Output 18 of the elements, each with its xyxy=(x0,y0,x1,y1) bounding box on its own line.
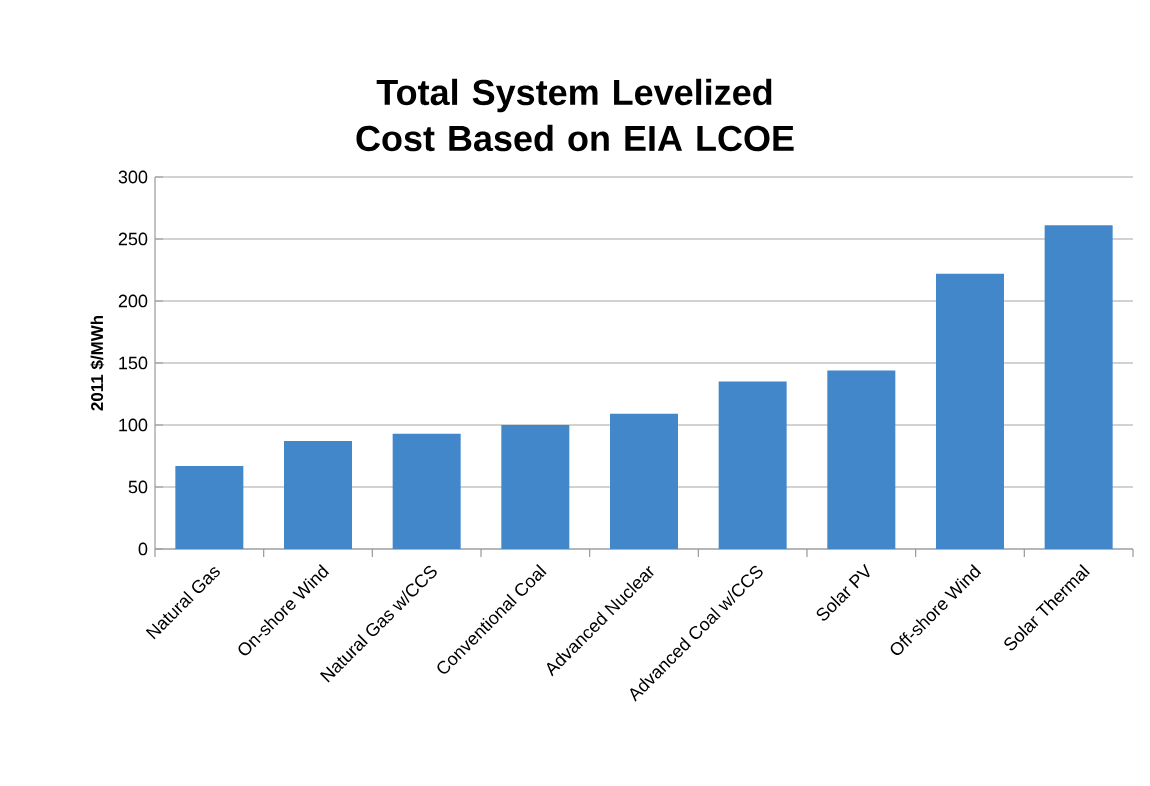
bar xyxy=(1044,225,1113,549)
bar xyxy=(501,424,570,549)
y-tick-label: 100 xyxy=(119,418,148,432)
y-axis-title: 2011 $/MWh xyxy=(90,315,105,411)
y-tick-label: 0 xyxy=(138,542,148,556)
bar xyxy=(392,433,461,549)
bar xyxy=(718,381,787,549)
y-tick-label: 50 xyxy=(128,480,148,494)
y-tick-label: 300 xyxy=(118,170,148,184)
y-tick-label: 150 xyxy=(119,356,148,370)
bar xyxy=(610,413,678,549)
y-tick-label: 250 xyxy=(118,232,148,246)
bar xyxy=(175,465,244,549)
bar xyxy=(935,273,1004,549)
bar xyxy=(284,441,353,549)
y-tick-label: 200 xyxy=(118,294,148,308)
chart-title: Total System Levelized Cost Based on EIA LCOE xyxy=(356,78,794,152)
bar xyxy=(827,370,896,549)
